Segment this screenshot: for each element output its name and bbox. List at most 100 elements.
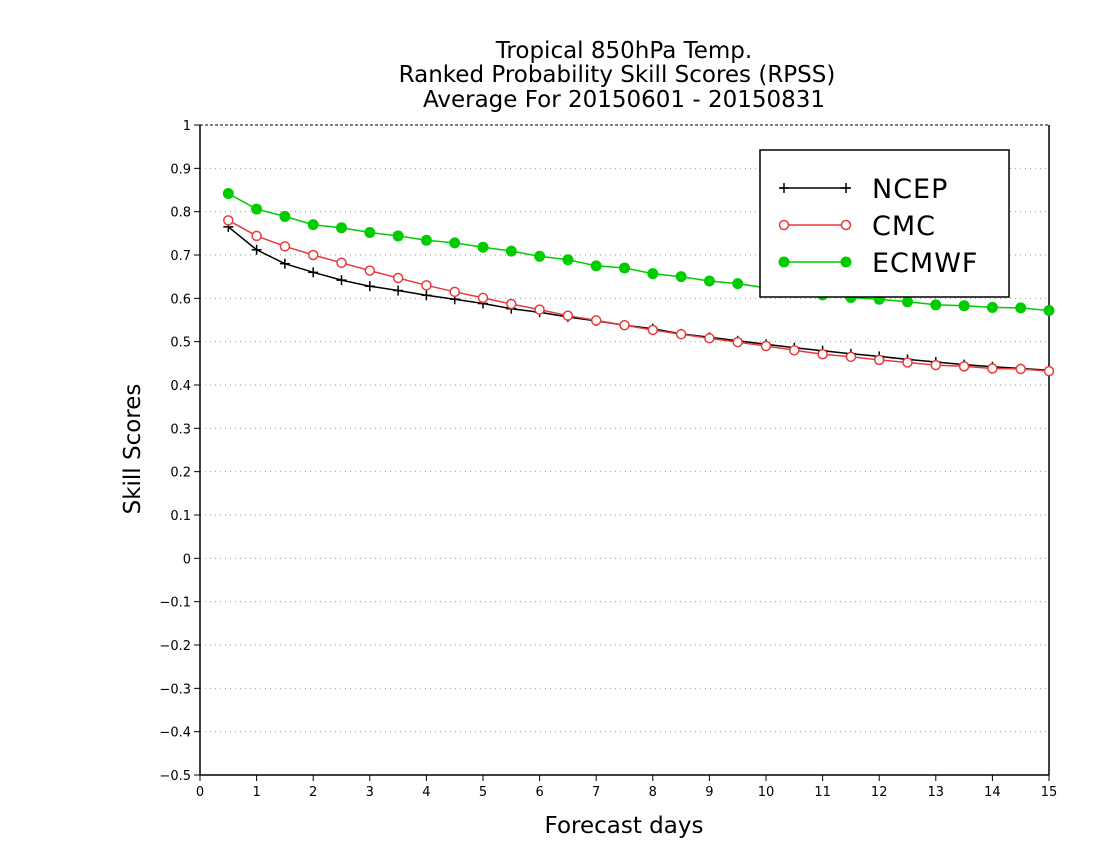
y-tick-label: −0.4 (159, 726, 191, 741)
legend-label-ncep: NCEP (872, 174, 948, 205)
legend-label-cmc: CMC (872, 211, 936, 242)
data-point-cmc (336, 257, 347, 269)
y-tick-label: −0.2 (159, 639, 191, 654)
data-point-ecmwf (307, 219, 319, 231)
data-point-cmc (307, 249, 319, 261)
data-point-ecmwf (477, 241, 489, 253)
x-tick-label: 6 (535, 785, 543, 800)
legend-box (759, 149, 1010, 298)
data-point-cmc (449, 286, 460, 298)
data-point-ecmwf (619, 262, 630, 274)
data-point-ecmwf (279, 210, 291, 222)
data-point-ncep (251, 244, 262, 255)
data-point-ecmwf (902, 296, 913, 308)
data-point-cmc (817, 348, 828, 360)
x-axis-title: Forecast days (545, 813, 704, 839)
data-point-cmc (760, 340, 772, 352)
data-point-ecmwf (222, 187, 234, 199)
y-tick-label: 0.7 (170, 249, 191, 264)
data-point-cmc (506, 298, 517, 310)
data-point-cmc (647, 324, 659, 336)
legend-item-cmc: CMC (778, 211, 936, 242)
x-tick-label: 8 (649, 785, 657, 800)
legend-marker-cmc (778, 219, 790, 231)
data-point-cmc (251, 230, 262, 242)
data-point-cmc (477, 292, 489, 304)
data-point-cmc (590, 315, 602, 326)
data-point-cmc (562, 310, 574, 321)
x-tick-label: 2 (309, 785, 317, 800)
data-point-ncep (364, 281, 375, 292)
x-tick-label: 13 (928, 785, 945, 800)
x-tick-label: 10 (758, 785, 775, 800)
chart-title: Tropical 850hPa Temp. Ranked Probability… (399, 38, 836, 113)
y-tick-label: −0.5 (159, 769, 191, 784)
data-point-ecmwf (986, 301, 998, 313)
data-point-ecmwf (647, 268, 659, 280)
y-tick-label: 1 (183, 119, 191, 134)
y-tick-label: −0.3 (159, 682, 191, 697)
legend-marker-cmc (840, 219, 852, 231)
data-point-cmc (845, 351, 857, 363)
x-tick-label: 7 (592, 785, 600, 800)
y-axis-ticks: 1 0.9 0.8 0.7 0.6 0.5 0.4 0.3 0.2 0.1 0 −0.1 −0.2 −0.… (159, 119, 200, 784)
data-point-ecmwf (1015, 302, 1027, 314)
data-point-ncep (421, 290, 432, 301)
data-point-cmc (1015, 363, 1026, 375)
series-cmc (223, 215, 1055, 377)
data-point-cmc (987, 363, 998, 374)
data-point-cmc (364, 265, 376, 276)
data-point-cmc (223, 215, 234, 226)
data-point-ecmwf (251, 203, 263, 215)
legend-label-ecmwf: ECMWF (872, 248, 978, 279)
y-tick-label: 0.8 (170, 206, 191, 221)
x-tick-label: 15 (1041, 785, 1058, 800)
data-point-ecmwf (336, 222, 347, 234)
legend-marker-ecmwf (778, 256, 790, 268)
x-tick-label: 3 (366, 785, 374, 800)
data-point-ncep (336, 275, 347, 286)
data-point-ecmwf (449, 237, 461, 249)
data-point-cmc (732, 336, 743, 348)
x-tick-label: 5 (479, 785, 487, 800)
data-point-ecmwf (392, 230, 404, 242)
y-tick-label: 0.6 (170, 292, 191, 307)
legend-marker-ecmwf (840, 256, 852, 268)
legend-item-ncep: NCEP (779, 174, 948, 205)
chart-legend: NCEP CMC ECMWF (759, 149, 1010, 298)
data-point-ecmwf (675, 271, 687, 283)
data-point-ecmwf (590, 260, 602, 272)
legend-marker-ncep (779, 183, 789, 193)
data-point-cmc (619, 319, 630, 331)
data-point-cmc (534, 304, 545, 315)
data-point-ecmwf (930, 299, 942, 311)
data-point-cmc (675, 329, 687, 340)
x-tick-label: 14 (984, 785, 1001, 800)
plot-frame (199, 124, 1050, 776)
chart-title-line-3: Average For 20150601 - 20150831 (423, 87, 825, 113)
data-point-cmc (1043, 365, 1055, 377)
y-tick-label: −0.1 (159, 596, 191, 611)
x-tick-label: 1 (252, 785, 260, 800)
data-point-ecmwf (534, 250, 546, 262)
y-tick-label: 0.2 (170, 466, 191, 481)
y-axis-title: Skill Scores (120, 384, 146, 515)
data-point-ncep (308, 267, 319, 278)
x-tick-label: 9 (705, 785, 713, 800)
x-tick-label: 12 (871, 785, 888, 800)
legend-marker-ncep (841, 183, 851, 193)
y-tick-label: 0.4 (170, 379, 191, 394)
data-point-cmc (789, 345, 800, 356)
data-point-ncep (279, 258, 290, 269)
data-point-ecmwf (958, 300, 970, 312)
y-tick-label: 0.3 (170, 422, 191, 437)
data-point-cmc (279, 241, 291, 252)
data-point-ecmwf (420, 234, 432, 246)
data-point-cmc (392, 272, 404, 284)
chart-title-line-1: Tropical 850hPa Temp. (495, 38, 752, 64)
data-point-cmc (421, 280, 432, 291)
x-axis-ticks: 0 1 2 3 4 5 6 7 8 9 10 11 12 13 14 15 (196, 775, 1057, 800)
data-point-ecmwf (562, 254, 574, 266)
y-tick-label: 0 (183, 552, 191, 567)
data-point-cmc (930, 359, 942, 371)
